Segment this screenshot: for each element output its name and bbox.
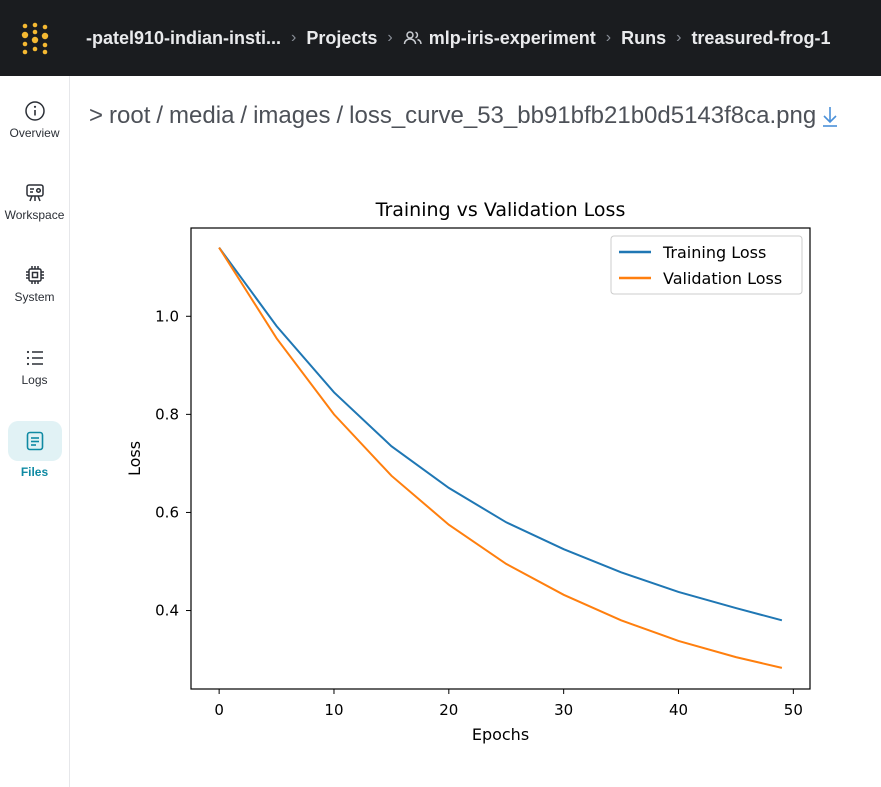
chevron-right-icon: › xyxy=(291,29,297,46)
x-tick-label: 50 xyxy=(784,701,803,719)
sidebar-item-files[interactable]: Files xyxy=(0,421,69,479)
sidebar-item-overview[interactable]: Overview xyxy=(0,100,69,140)
sidebar-item-label: Logs xyxy=(21,373,48,387)
path-prefix: > xyxy=(89,102,104,129)
app-logo[interactable] xyxy=(0,0,70,76)
sidebar-item-system[interactable]: System xyxy=(0,264,69,304)
path-segment-images[interactable]: images xyxy=(253,102,331,129)
sidebar-item-workspace[interactable]: Workspace xyxy=(0,182,69,222)
y-tick-label: 0.8 xyxy=(155,405,179,423)
sidebar-item-label: Overview xyxy=(9,126,60,140)
workspace-icon xyxy=(25,184,44,202)
chart-title: Training vs Validation Loss xyxy=(375,199,626,221)
y-tick-label: 0.6 xyxy=(155,503,179,521)
sidebar: Overview Workspace System xyxy=(0,76,70,787)
info-icon xyxy=(24,101,45,121)
x-tick-label: 40 xyxy=(669,701,688,719)
x-tick-label: 0 xyxy=(214,701,224,719)
download-icon[interactable] xyxy=(820,104,840,128)
file-icon xyxy=(26,431,43,451)
y-axis-label: Loss xyxy=(125,441,144,476)
sidebar-item-label: System xyxy=(14,290,55,304)
loss-chart: Training vs Validation Loss 0 10 20 30 40 50 0.… xyxy=(120,188,830,757)
x-axis-label: Epochs xyxy=(472,725,529,744)
breadcrumb-runs[interactable]: Runs xyxy=(621,27,667,48)
x-tick-label: 20 xyxy=(439,701,458,719)
breadcrumb-entity[interactable]: -patel910-indian-insti... xyxy=(86,27,282,48)
breadcrumb-project[interactable]: mlp-iris-experiment xyxy=(403,28,596,49)
breadcrumb-run[interactable]: treasured-frog-1 xyxy=(691,27,831,48)
path-separator: / xyxy=(240,102,248,129)
legend-label: Training Loss xyxy=(662,243,766,262)
chevron-right-icon: › xyxy=(387,29,393,46)
x-tick-label: 30 xyxy=(554,701,573,719)
path-segment-file: loss_curve_53_bb91bfb21b0d5143f8ca.png xyxy=(349,102,817,129)
sidebar-item-logs[interactable]: Logs xyxy=(0,347,69,387)
users-icon xyxy=(403,31,422,45)
chevron-right-icon: › xyxy=(605,29,612,46)
loss-chart-svg: Training vs Validation Loss 0 10 20 30 40 50 0.… xyxy=(125,199,811,744)
sidebar-item-label: Files xyxy=(20,465,49,479)
y-tick-label: 0.4 xyxy=(155,602,179,620)
top-bar: -patel910-indian-insti... › Projects › m… xyxy=(0,0,881,76)
path-separator: / xyxy=(336,102,344,129)
path-segment-media[interactable]: media xyxy=(169,102,235,129)
plot-frame xyxy=(190,227,811,690)
active-indicator xyxy=(7,421,62,461)
chevron-right-icon: › xyxy=(676,29,682,46)
series-line-training xyxy=(218,247,783,622)
breadcrumb-projects[interactable]: Projects xyxy=(306,27,378,48)
path-segment-root[interactable]: root xyxy=(109,102,151,129)
sidebar-item-label: Workspace xyxy=(4,208,65,222)
wandb-logo-icon xyxy=(21,22,49,55)
y-tick-label: 1.0 xyxy=(155,307,179,325)
path-separator: / xyxy=(156,102,164,129)
legend-label: Validation Loss xyxy=(663,269,782,288)
chip-icon xyxy=(25,266,44,284)
legend-box xyxy=(610,235,803,295)
x-tick-label: 10 xyxy=(324,701,343,719)
list-icon xyxy=(26,350,43,366)
breadcrumb: -patel910-indian-insti... › Projects › m… xyxy=(86,28,830,49)
file-path-breadcrumb: > root / media / images / loss_curve_53_… xyxy=(89,102,840,130)
series-line-validation xyxy=(218,247,783,669)
